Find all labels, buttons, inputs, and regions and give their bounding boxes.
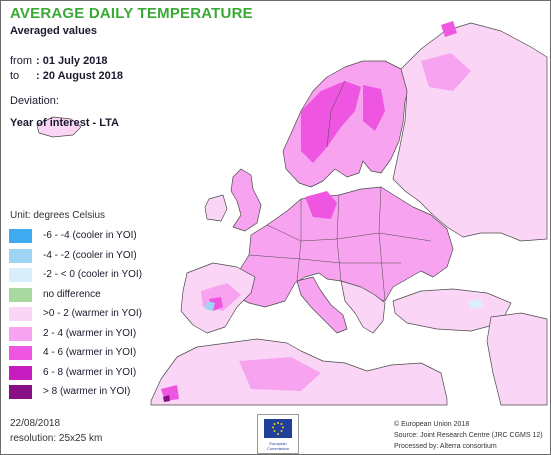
patch-very-hot	[163, 395, 170, 402]
from-value: : 01 July 2018	[36, 55, 108, 67]
legend-label: 2 - 4 (warmer in YOI)	[41, 327, 139, 339]
country-borders	[248, 80, 432, 302]
legend-swatch	[9, 307, 32, 321]
patch-cool	[205, 301, 215, 311]
european-commission-logo: European Commission	[257, 414, 299, 454]
landmass-balkans	[340, 280, 386, 334]
legend-label: >0 - 2 (warmer in YOI)	[41, 308, 145, 319]
legend: -6 - -4 (cooler in YOI) -4 - -2 (cooler …	[9, 227, 159, 403]
temperature-deviation-map	[36, 21, 548, 406]
legend-swatch	[9, 268, 32, 282]
legend-swatch	[9, 365, 32, 380]
map-title: AVERAGE DAILY TEMPERATURE	[10, 5, 253, 22]
resolution-text: resolution: 25x25 km	[10, 433, 103, 444]
border-line	[326, 80, 346, 148]
legend-item: -4 - -2 (cooler in YOI)	[9, 247, 159, 267]
landmass-great-britain	[230, 168, 262, 232]
patch-russia-north-hot	[441, 21, 457, 37]
border-line	[266, 224, 432, 242]
legend-swatch	[9, 346, 32, 360]
legend-item: -6 - -4 (cooler in YOI)	[9, 227, 159, 247]
legend-item: >0 - 2 (warmer in YOI)	[9, 305, 159, 325]
landmass-middle-east	[486, 312, 548, 406]
logo-text: European Commission	[266, 441, 289, 451]
eu-flag-icon	[264, 419, 292, 438]
issue-date: 22/08/2018	[10, 418, 61, 429]
landmass-iceland	[36, 116, 82, 138]
legend-swatch	[9, 248, 32, 263]
patch-cool-east	[469, 299, 483, 309]
legend-label: -2 - < 0 (cooler in YOI)	[41, 269, 145, 280]
legend-label: 4 - 6 (warmer in YOI)	[41, 347, 139, 358]
source-text: Source: Joint Research Centre (JRC CGMS …	[394, 432, 543, 439]
legend-swatch	[9, 229, 32, 243]
comparison-label: Year of interest - LTA	[10, 117, 120, 129]
date-to-row: to : 20 August 2018	[10, 70, 123, 82]
legend-label: -4 - -2 (cooler in YOI)	[41, 249, 139, 261]
patch-fennoscandia-hot	[301, 81, 361, 163]
legend-swatch	[9, 287, 32, 302]
legend-swatch	[9, 326, 32, 341]
legend-label: no difference	[41, 288, 103, 300]
legend-label: -6 - -4 (cooler in YOI)	[41, 230, 139, 241]
border-line	[248, 254, 401, 264]
deviation-label: Deviation:	[10, 95, 59, 107]
anomaly-patches	[161, 21, 483, 402]
landmass-italy	[296, 276, 348, 334]
legend-label: > 8 (warmer in YOI)	[41, 386, 133, 397]
legend-swatch	[9, 385, 32, 399]
to-label: to	[10, 70, 20, 82]
eu-stars-icon	[272, 422, 284, 435]
patch-africa-warm	[239, 357, 321, 391]
processed-text: Processed by: Alterra consortium	[394, 443, 497, 450]
date-from-row: from : 01 July 2018	[10, 55, 108, 67]
from-label: from	[10, 55, 32, 67]
landmass-continental-europe	[228, 186, 454, 308]
patch-russia-warm	[421, 53, 471, 91]
copyright-text: © European Union 2018	[394, 421, 470, 428]
legend-item: no difference	[9, 286, 159, 306]
to-value: : 20 August 2018	[36, 70, 124, 82]
legend-item: -2 - < 0 (cooler in YOI)	[9, 266, 159, 286]
legend-item: 4 - 6 (warmer in YOI)	[9, 344, 159, 364]
map-subtitle: Averaged values	[10, 25, 98, 37]
legend-item: 2 - 4 (warmer in YOI)	[9, 325, 159, 345]
patch-finland-hot	[363, 85, 385, 131]
legend-item: > 8 (warmer in YOI)	[9, 383, 159, 403]
patch-baltic-hot	[305, 191, 337, 219]
legend-label: 6 - 8 (warmer in YOI)	[41, 366, 139, 378]
legend-item: 6 - 8 (warmer in YOI)	[9, 364, 159, 384]
landmass-ireland	[204, 194, 228, 222]
legend-unit: Unit: degrees Celsius	[10, 210, 106, 221]
